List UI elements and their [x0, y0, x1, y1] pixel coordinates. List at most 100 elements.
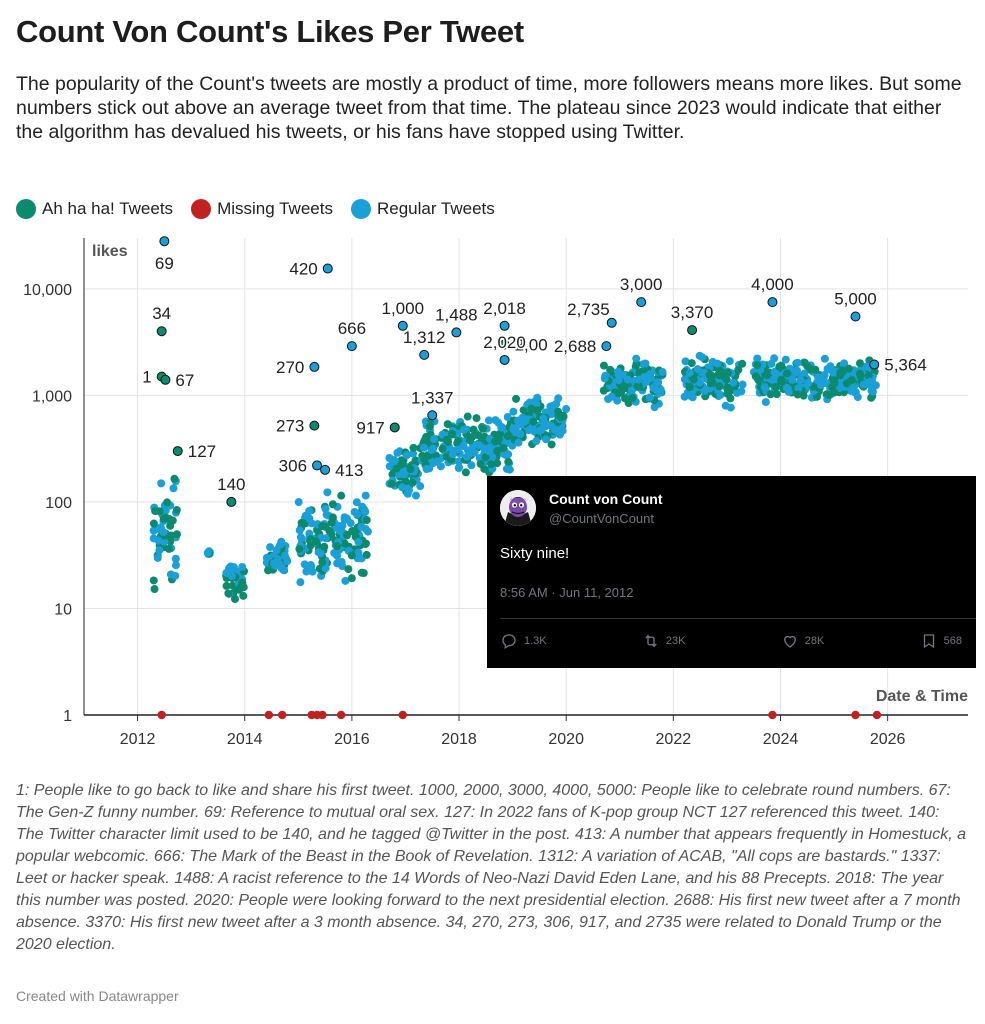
- data-point: [429, 459, 438, 468]
- data-point: [844, 364, 853, 373]
- data-point: [550, 425, 559, 434]
- data-point: [388, 470, 397, 479]
- highlight-point: [767, 297, 778, 308]
- data-point: [341, 576, 350, 585]
- data-point: [238, 578, 247, 587]
- data-point: [463, 412, 472, 421]
- data-point: [164, 544, 173, 553]
- y-tick-label: 100: [45, 495, 72, 512]
- retweet-button[interactable]: 23K: [642, 632, 686, 650]
- data-point: [343, 530, 352, 539]
- legend-item-missing: Missing Tweets: [191, 199, 333, 219]
- x-axis-title: Date & Time: [876, 688, 968, 705]
- data-point: [427, 446, 436, 455]
- data-point: [865, 380, 874, 389]
- data-point: [738, 359, 747, 368]
- data-point: [333, 551, 342, 560]
- data-point: [658, 368, 667, 377]
- like-button[interactable]: 28K: [781, 632, 824, 650]
- data-point: [306, 561, 315, 570]
- data-point: [820, 354, 829, 363]
- missing-tweet-point: [157, 710, 166, 720]
- data-point: [323, 488, 332, 497]
- avatar[interactable]: [500, 490, 536, 526]
- data-point: [527, 404, 536, 413]
- data-point: [454, 464, 463, 473]
- tweet-card[interactable]: Count von Count @CountVonCount Sixty nin…: [487, 476, 976, 668]
- data-point: [430, 435, 439, 444]
- highlight-point: [309, 361, 320, 372]
- data-point: [438, 444, 447, 453]
- data-point: [398, 483, 407, 492]
- data-point: [228, 581, 237, 590]
- y-tick-label: 10: [54, 601, 72, 618]
- reply-icon: [502, 634, 516, 649]
- data-point: [769, 375, 778, 384]
- data-point: [357, 522, 366, 531]
- heart-icon: [783, 635, 796, 648]
- highlight-point: [451, 327, 462, 338]
- chart-subtitle: The popularity of the Count's tweets are…: [16, 73, 962, 143]
- data-point: [337, 491, 346, 500]
- tweet-author-name[interactable]: Count von Count: [549, 491, 663, 507]
- data-point: [493, 446, 502, 455]
- data-point: [172, 506, 181, 515]
- data-point: [788, 375, 797, 384]
- data-point: [753, 361, 762, 370]
- data-point: [514, 438, 523, 447]
- data-point: [442, 435, 451, 444]
- data-point: [153, 553, 162, 562]
- y-tick-label: 1,000: [32, 388, 72, 405]
- data-point: [695, 378, 704, 387]
- data-point: [751, 372, 760, 381]
- point-label: 2,735: [567, 300, 610, 319]
- data-point: [149, 576, 158, 585]
- data-point: [448, 450, 457, 459]
- y-tick-label: 10,000: [23, 282, 72, 299]
- legend-item-regular: Regular Tweets: [350, 199, 495, 219]
- data-point: [318, 522, 327, 531]
- data-point: [628, 394, 637, 403]
- tweet-author-handle[interactable]: @CountVonCount: [549, 511, 654, 526]
- highlight-point: [322, 263, 333, 274]
- bookmark-button[interactable]: 568: [920, 632, 962, 650]
- highlight-point: [850, 311, 861, 322]
- point-label: 2,018: [483, 299, 526, 318]
- legend-label: Regular Tweets: [376, 199, 495, 218]
- highlight-point: [636, 297, 647, 308]
- credit-link[interactable]: Created with Datawrapper: [16, 988, 179, 1004]
- data-point: [493, 459, 502, 468]
- data-point: [461, 468, 470, 477]
- data-point: [272, 546, 281, 555]
- data-point: [170, 474, 179, 483]
- data-point: [826, 362, 835, 371]
- legend-label: Ah ha ha! Tweets: [42, 199, 174, 218]
- highlight-point: [869, 359, 880, 370]
- data-point: [542, 435, 551, 444]
- tweet-timestamp[interactable]: 8:56 AM · Jun 11, 2012: [500, 585, 634, 600]
- data-point: [406, 465, 415, 474]
- data-point: [490, 437, 499, 446]
- data-point: [634, 375, 643, 384]
- data-point: [723, 383, 732, 392]
- data-point: [347, 574, 356, 583]
- reply-button[interactable]: 1.3K: [500, 632, 547, 650]
- data-point: [533, 393, 542, 402]
- data-point: [811, 365, 820, 374]
- data-point: [157, 479, 166, 488]
- data-point: [353, 510, 362, 519]
- data-point: [627, 386, 636, 395]
- data-point: [169, 484, 178, 493]
- data-point: [280, 551, 289, 560]
- data-point: [300, 560, 309, 569]
- legend: Ah ha ha! Tweets Missing Tweets Regular …: [16, 199, 495, 219]
- data-point: [295, 526, 304, 535]
- data-point: [422, 465, 431, 474]
- legend-item-ah-ha-ha: Ah ha ha! Tweets: [16, 199, 173, 219]
- data-point: [767, 359, 776, 368]
- data-point: [633, 382, 642, 391]
- x-tick-label: 2012: [120, 731, 156, 748]
- data-point: [387, 479, 396, 488]
- data-point: [698, 353, 707, 362]
- data-point: [529, 417, 538, 426]
